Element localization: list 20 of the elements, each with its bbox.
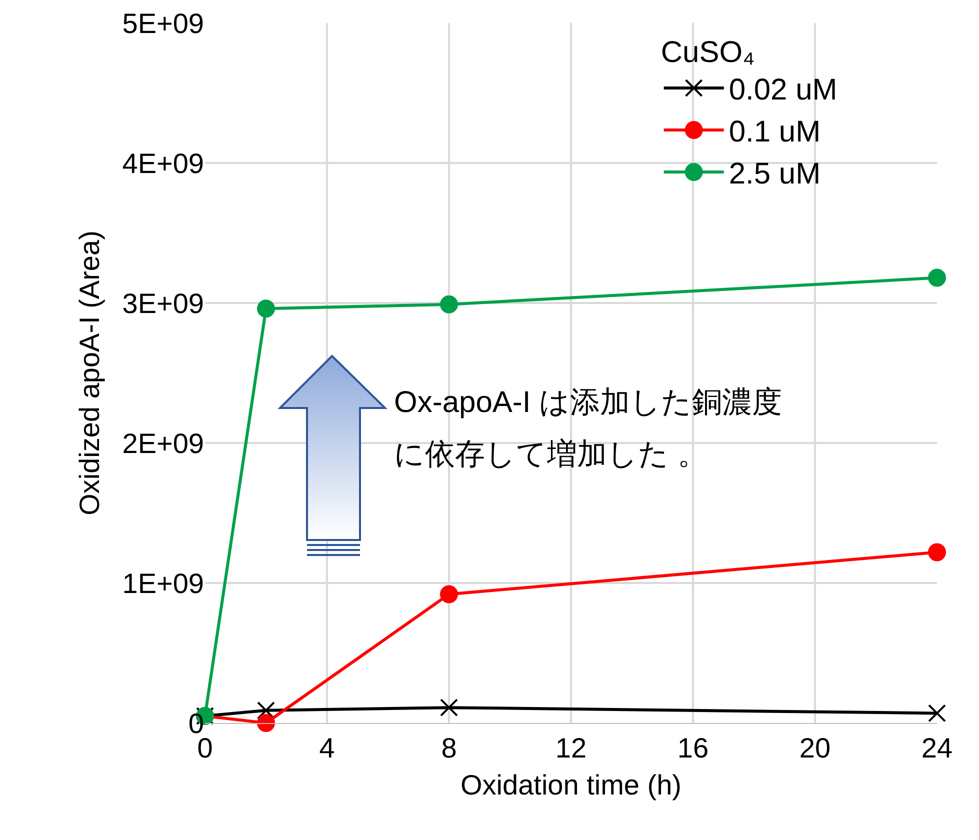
y-tick-label: 3E+09	[122, 288, 204, 319]
y-tick-label: 1E+09	[122, 568, 204, 599]
x-tick-label: 4	[319, 732, 335, 764]
annotation: に依存して増加した 。	[394, 438, 708, 471]
legend-title: CuSO₄	[660, 36, 755, 69]
x-tick-label: 24	[921, 732, 953, 764]
legend-label: 2.5 uM	[728, 158, 821, 191]
legend-label: 0.1 uM	[728, 116, 821, 149]
x-tick-label: 16	[677, 732, 709, 764]
y-tick-label: 0	[188, 708, 204, 739]
x-tick-label: 8	[441, 732, 457, 764]
x-axis-title: Oxidation time (h)	[460, 770, 682, 801]
y-tick-label: 4E+09	[122, 148, 204, 179]
y-tick-label: 2E+09	[122, 428, 204, 459]
x-tick-label: 12	[555, 732, 587, 764]
annotation: Ox-apoA-I は添加した銅濃度	[394, 386, 782, 419]
legend-label: 0.02 uM	[728, 74, 838, 107]
y-tick-label: 5E+09	[122, 8, 204, 39]
x-tick-label: 20	[799, 732, 831, 764]
y-axis-title: Oxidized apoA-I (Area)	[74, 230, 105, 516]
